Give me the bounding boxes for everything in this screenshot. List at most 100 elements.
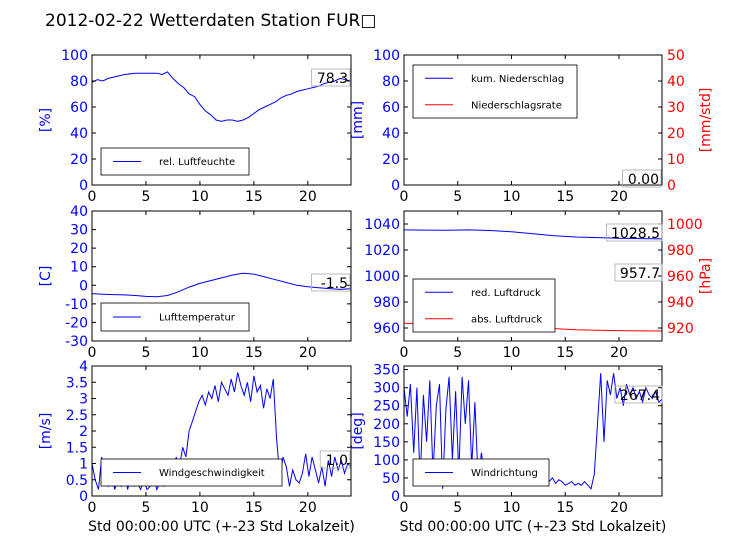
x-tick-label: 0 [88,500,97,516]
panel-pressure: 0 5 10 15 20 960 980 1000 1020 1040 920 940 960 980 10… [364,210,714,361]
y-tick-label: 0 [79,278,88,294]
value-annotation: -1.5 [321,276,348,292]
y-tick-label: 80 [382,74,400,90]
legend-entry: rel. Luftfeuchte [159,157,235,168]
y-tick-label-right: 940 [667,295,694,311]
y-axis-label: [deg] [350,412,366,449]
x-tick-label: 0 [400,500,409,516]
legend-entry: Windrichtung [471,468,538,479]
legend: Windrichtung [412,458,550,487]
y-tick-label: 100 [61,48,88,64]
y-tick-label: 960 [373,321,400,337]
y-tick-label: 40 [70,204,88,220]
y-tick-label: 350 [373,363,400,379]
axes-frame [403,54,663,186]
x-tick-label: 20 [610,345,628,361]
y-tick-label-right: 20 [667,126,685,142]
x-tick-label: 20 [610,189,628,205]
y-tick-label-right: 920 [667,321,694,337]
y-tick-label: 200 [373,417,400,433]
y-tick-label: 10 [70,260,88,276]
x-tick-label: 15 [556,500,574,516]
y-tick-label: 1040 [364,217,400,233]
axes-frame [91,54,352,186]
series-line-temperature-0 [92,272,351,298]
x-tick-label: 0 [88,345,97,361]
axes-frame [403,365,663,497]
y-tick-label: 80 [70,74,88,90]
y-tick-label: 2.5 [66,408,88,424]
x-tick-label: 20 [299,189,317,205]
y-tick-label: 0 [391,489,400,505]
legend-entry: Niederschlagsrate [471,100,562,111]
x-tick-label: 0 [400,345,409,361]
axes-frame [91,210,352,342]
y-tick-label: 2 [79,424,88,440]
value-annotation: 267.4 [620,388,660,404]
x-tick-label: 20 [610,500,628,516]
legend-box [412,64,578,119]
y-tick-label: 30 [70,223,88,239]
y-axis-label-right: [mm/std] [698,88,714,153]
y-tick-label: 1020 [364,243,400,259]
panel-precipitation: 0 5 10 15 20 0 20 40 60 80 100 0 10 20 30 40 50 [mm] [mm/s… [350,48,714,205]
x-tick-label: 5 [453,500,462,516]
y-tick-label: 1 [79,457,88,473]
x-tick-label: 10 [191,500,209,516]
panel-humidity: 0 5 10 15 20 0 20 40 60 80 100 [%] rel. Luftfeuchte 7… [38,48,352,205]
value-annotation-box [311,273,351,292]
y-tick-label-right: 960 [667,269,694,285]
y-tick-label: 250 [373,399,400,415]
y-tick-label: 100 [373,453,400,469]
y-tick-label: 60 [70,100,88,116]
y-tick-label: 300 [373,381,400,397]
x-tick-label: 5 [453,189,462,205]
x-tick-label: 20 [299,500,317,516]
y-axis-label: [%] [38,108,54,132]
y-axis-label: [m/s] [38,413,54,450]
y-tick-label: 980 [373,295,400,311]
y-tick-label-right: 40 [667,74,685,90]
value-annotation: 1.0 [326,453,348,469]
x-tick-label: 5 [141,500,150,516]
figure-title: 2012-02-22 Wetterdaten Station FUR□ [45,11,376,31]
panel-winddirection: 0 5 10 15 20050100150200250300350[deg]Windri… [350,363,663,516]
value-annotation-box [606,223,663,242]
x-axis-label-left: Std 00:00:00 UTC (+-23 Std Lokalzeit) [88,519,355,535]
value-annotation-box [614,263,663,282]
legend: rel. Luftfeuchte [100,147,250,176]
x-tick-label: 0 [88,189,97,205]
value-annotation-box [622,169,662,188]
legend-entry: Windgeschwindigkeit [159,468,265,479]
x-axis-label-right: Std 00:00:00 UTC (+-23 Std Lokalzeit) [400,519,667,535]
legend-box [412,278,556,333]
x-tick-label: 20 [299,345,317,361]
value-annotation: 957.7 [620,266,660,282]
y-tick-label: 150 [373,435,400,451]
x-tick-label: 0 [400,189,409,205]
y-tick-label: 1.5 [66,440,88,456]
series-line-humidity-0 [92,71,351,122]
x-tick-label: 10 [191,189,209,205]
x-tick-label: 5 [141,345,150,361]
y-tick-label-right: 1000 [667,217,703,233]
y-tick-label: 20 [70,241,88,257]
x-tick-label: 10 [191,345,209,361]
legend: red. Luftdruck abs. Luftdruck [412,278,556,333]
value-annotation-box [311,68,351,87]
y-tick-label: 0 [391,178,400,194]
x-tick-label: 10 [503,500,521,516]
y-tick-label: -30 [65,334,88,350]
x-tick-label: 5 [141,189,150,205]
legend-entry: Lufttemperatur [159,313,236,324]
y-tick-label: 60 [382,100,400,116]
y-axis-label: [C] [38,266,54,287]
y-axis-label-right: [hPa] [698,258,714,294]
value-annotation: 0.00 [628,172,659,188]
value-annotation-box [319,450,351,469]
panel-windspeed: 0 5 10 15 20 00.511.522.533.54 [m/s] Windgeschw… [38,359,352,516]
y-tick-label: 0.5 [66,473,88,489]
x-tick-label: 15 [245,345,263,361]
x-tick-label: 10 [503,189,521,205]
legend-entry: kum. Niederschlag [471,74,564,85]
